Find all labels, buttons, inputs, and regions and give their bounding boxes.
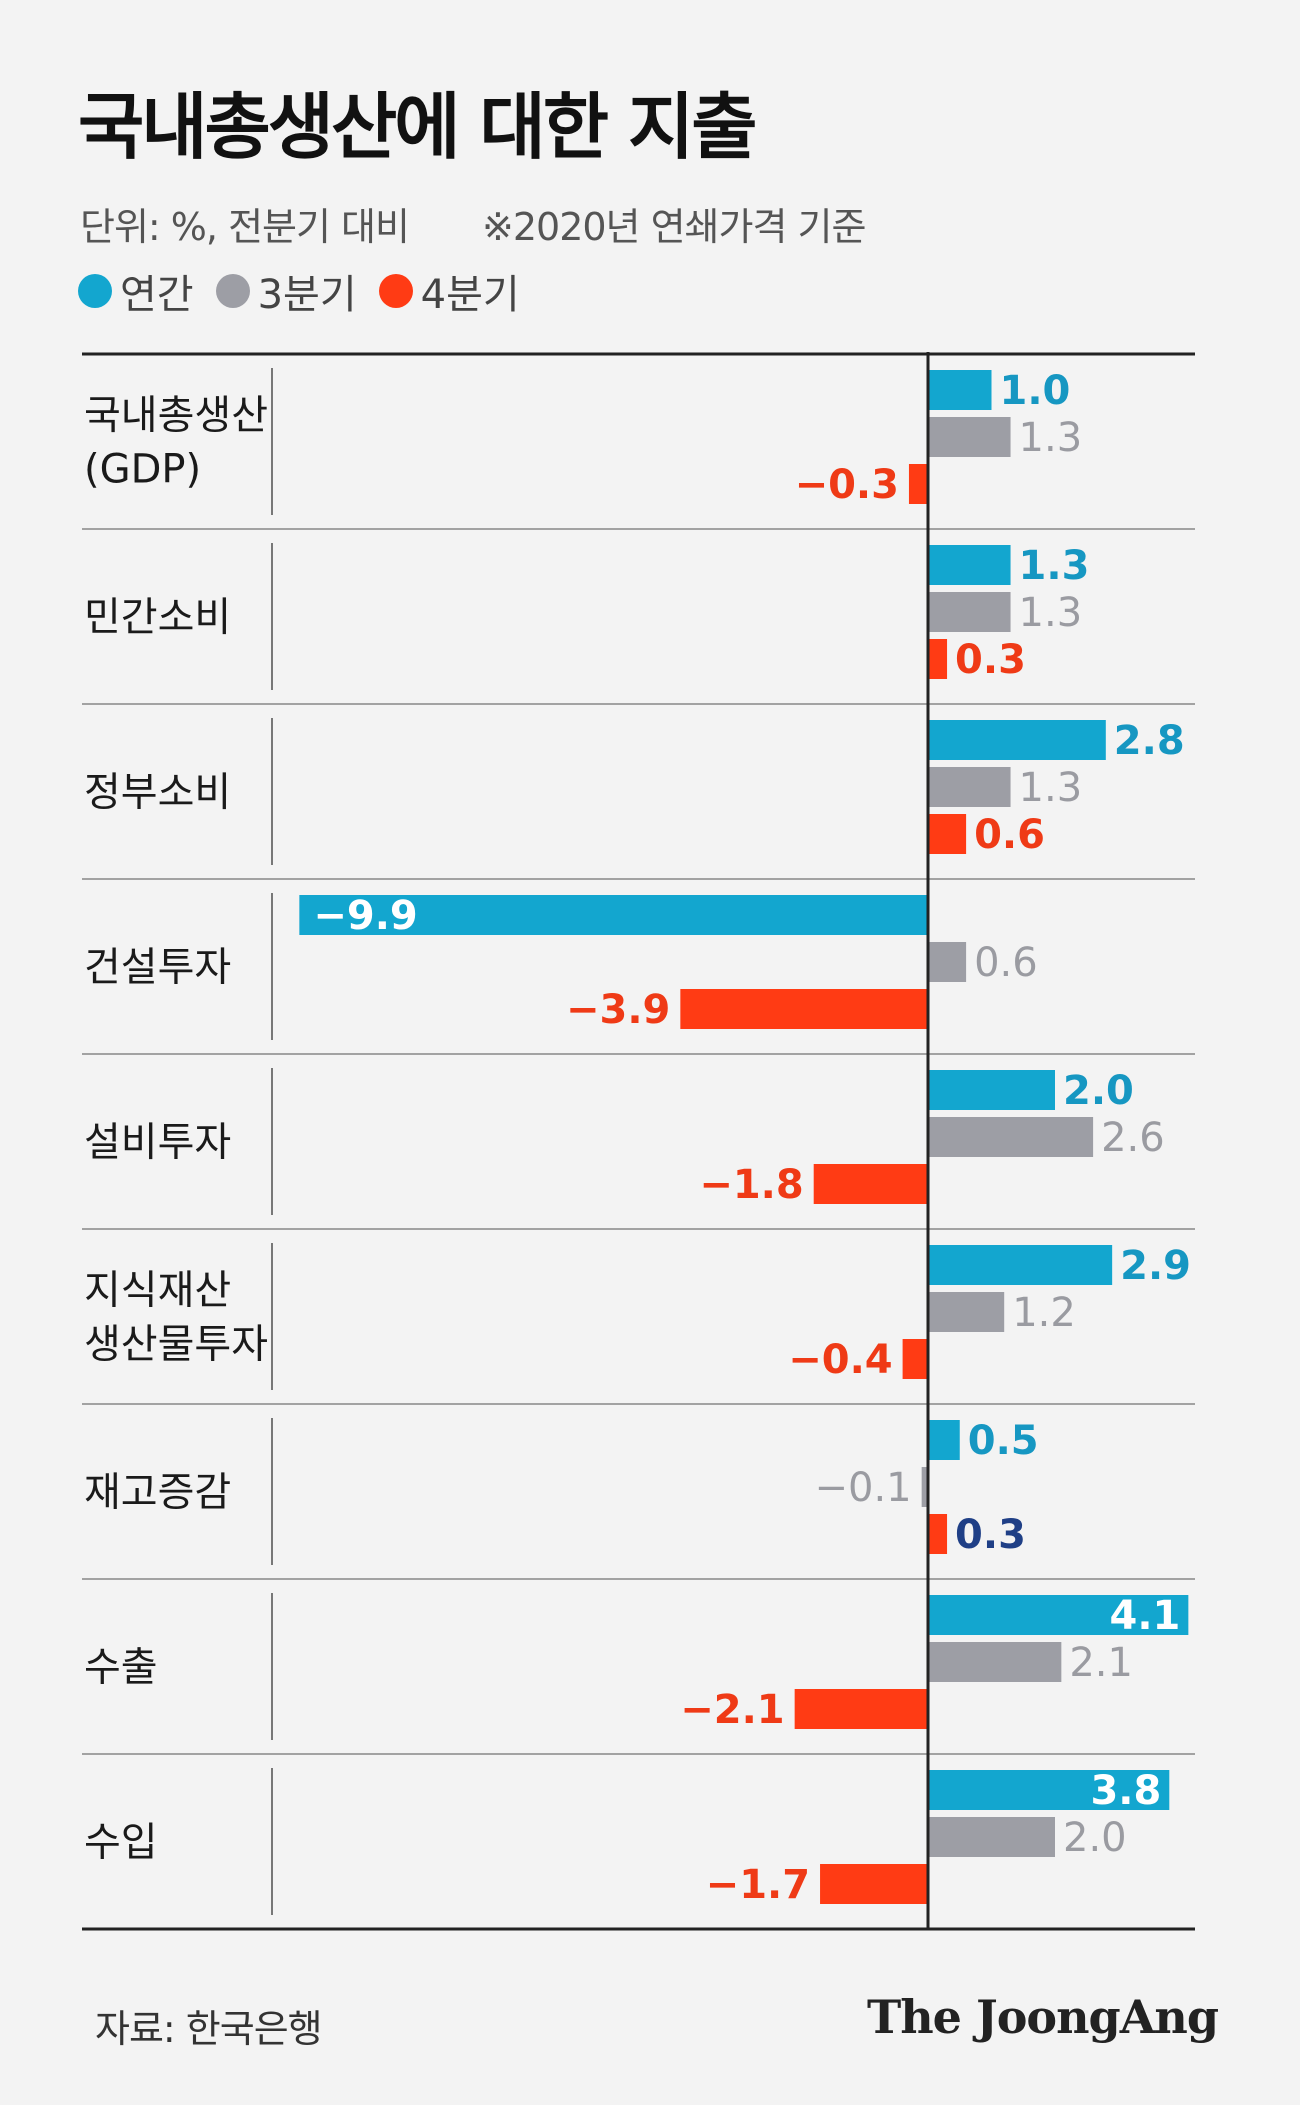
bar-q3-3 [928,942,967,982]
legend-annual-swatch [78,274,112,308]
bar-annual-3 [299,895,929,935]
category-label: 생산물투자 [84,1322,268,1368]
data-label-annual-1: 1.3 [1019,543,1090,589]
category-label: 지식재산 [84,1268,231,1314]
bar-q4-4 [813,1164,928,1204]
data-label-q3-0: 1.3 [1019,415,1083,461]
bar-q3-4 [928,1117,1094,1157]
data-label-q3-5: 1.2 [1012,1290,1076,1336]
bar-annual-1 [928,545,1011,585]
data-label-annual-0: 1.0 [1000,368,1071,414]
bar-q4-0 [908,464,928,504]
data-label-annual-6: 0.5 [968,1418,1039,1464]
bar-annual-0 [928,370,992,410]
data-label-q3-4: 2.6 [1101,1115,1165,1161]
bar-q3-5 [928,1292,1005,1332]
data-label-q3-7: 2.1 [1069,1640,1133,1686]
bar-q3-0 [928,417,1011,457]
category-label: 국내총생산 [84,393,268,439]
unit-label: 단위: %, 전분기 대비 [80,205,410,249]
data-label-q4-7: −2.1 [680,1687,784,1733]
category-label: 수출 [84,1645,158,1691]
legend-item-annual: 연간 [78,262,194,320]
data-label-q3-3: 0.6 [974,940,1038,986]
bar-q3-7 [928,1642,1062,1682]
data-label-q3-1: 1.3 [1019,590,1083,636]
bar-q4-6 [928,1514,948,1554]
data-label-annual-5: 2.9 [1120,1243,1191,1289]
bar-annual-8 [928,1770,1170,1810]
bar-annual-4 [928,1070,1055,1110]
category-label: 수입 [84,1820,158,1866]
category-label: 민간소비 [84,595,231,641]
data-label-q3-2: 1.3 [1019,765,1083,811]
brand-logo: The JoongAng [867,1990,1219,2044]
legend: 연간 3분기 4분기 [78,262,542,320]
data-label-annual-3: −9.9 [313,893,417,939]
legend-q4-swatch [378,274,413,308]
data-label-q4-5: −0.4 [788,1337,892,1383]
data-label-q4-4: −1.8 [699,1162,803,1208]
data-label-q4-3: −3.9 [566,987,670,1033]
bar-q4-1 [928,639,948,679]
category-label: (GDP) [84,447,201,493]
bar-q3-6 [921,1467,928,1507]
bar-q3-2 [928,767,1011,807]
bar-q4-7 [794,1689,928,1729]
bar-annual-6 [928,1420,960,1460]
legend-annual-label: 연간 [120,272,194,318]
data-label-q3-6: −0.1 [815,1465,912,1511]
data-label-annual-8: 3.8 [1090,1768,1161,1814]
legend-q3-swatch [215,274,250,308]
data-label-q4-2: 0.6 [974,812,1045,858]
data-label-q4-1: 0.3 [955,637,1026,683]
data-label-annual-4: 2.0 [1063,1068,1134,1114]
legend-item-q3: 3분기 [215,262,357,320]
data-label-q4-0: −0.3 [795,462,899,508]
data-label-annual-7: 4.1 [1109,1593,1180,1639]
data-label-q4-6: 0.3 [955,1512,1026,1558]
category-label: 건설투자 [84,945,231,991]
bar-q4-2 [928,814,967,854]
data-label-q3-8: 2.0 [1063,1815,1127,1861]
bar-annual-2 [928,720,1106,760]
chart-title: 국내총생산에 대한 지출 [78,85,758,169]
category-label: 설비투자 [84,1120,231,1166]
category-label: 정부소비 [84,770,231,816]
legend-item-q4: 4분기 [378,262,520,320]
bar-q4-8 [820,1864,928,1904]
source-label: 자료: 한국은행 [95,2007,323,2051]
bar-annual-7 [928,1595,1189,1635]
data-label-annual-2: 2.8 [1114,718,1185,764]
category-label: 재고증감 [84,1470,231,1516]
bar-annual-5 [928,1245,1113,1285]
bar-q3-1 [928,592,1011,632]
price-basis-note: ※2020년 연쇄가격 기준 [482,205,866,249]
legend-q4-label: 4분기 [420,272,520,318]
bar-q3-8 [928,1817,1055,1857]
bar-q4-3 [680,989,928,1029]
legend-q3-label: 3분기 [257,272,357,318]
data-label-q4-8: −1.7 [706,1862,810,1908]
bar-q4-5 [902,1339,928,1379]
